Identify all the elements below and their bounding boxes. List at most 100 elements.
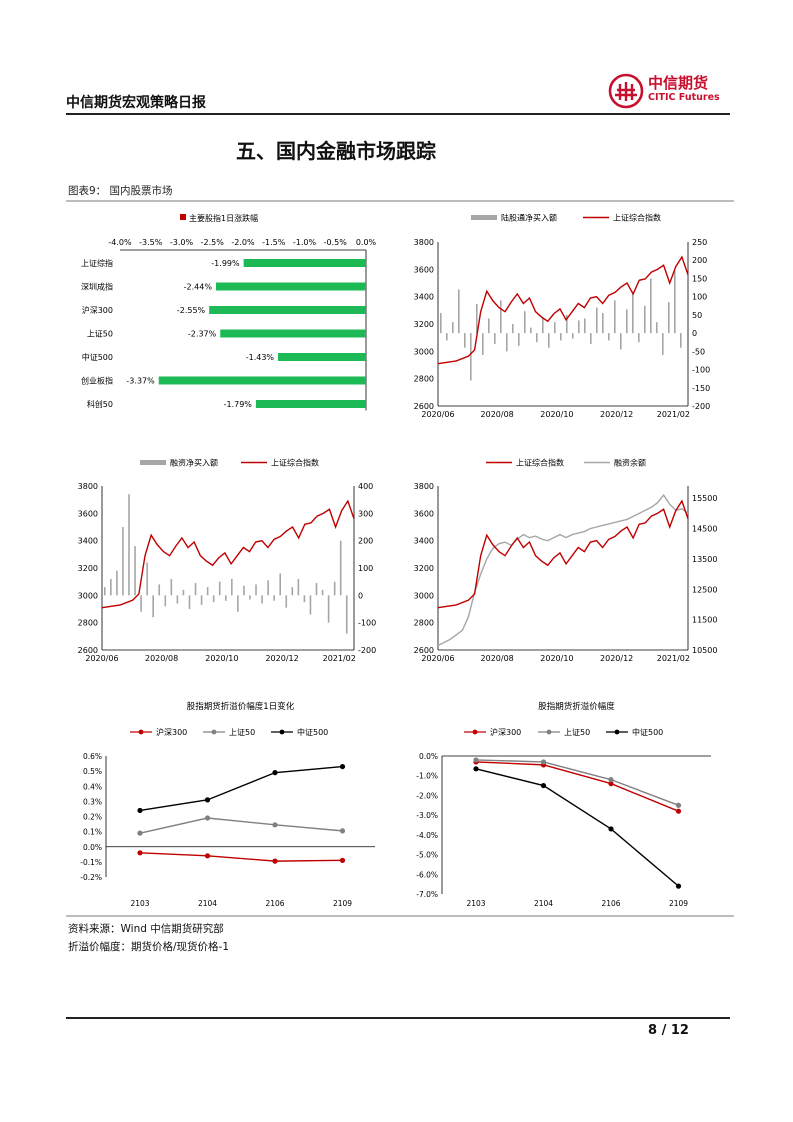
left-tick-label: 2600 (414, 646, 434, 655)
series-line (475, 761, 679, 812)
left-tick-label: 3400 (414, 293, 434, 302)
flow-bar (200, 595, 203, 605)
x-tick-label: -2.0% (231, 238, 255, 247)
flow-bar (122, 527, 124, 596)
flow-bar (614, 300, 616, 334)
right-tick-label: 200 (692, 256, 707, 265)
x-tick-label: -1.5% (262, 238, 286, 247)
right-tick-label: 100 (358, 564, 373, 573)
flow-bar (650, 278, 652, 334)
flow-bar (668, 302, 670, 334)
flow-bar (470, 333, 472, 381)
data-label: -2.55% (177, 306, 206, 315)
right-tick-label: -150 (692, 384, 710, 393)
y-tick-label: 0.2% (83, 813, 102, 822)
data-label: -1.43% (246, 353, 275, 362)
x-tick-label: 2104 (534, 899, 553, 908)
x-tick-label: 2020/12 (600, 654, 633, 663)
left-tick-label: 3400 (78, 537, 98, 546)
y-tick-label: 0.1% (83, 828, 102, 837)
y-tick-label: 0.4% (83, 782, 102, 791)
right-tick-label: 0 (692, 329, 697, 338)
left-tick-label: 2800 (78, 619, 98, 628)
flow-bar (584, 318, 586, 334)
legend-swatch (140, 460, 166, 465)
data-point (608, 826, 614, 832)
flow-bar (134, 546, 136, 596)
y-tick-label: 0.5% (83, 767, 102, 776)
legend-label: 沪深300 (490, 727, 521, 737)
flow-bar (644, 305, 646, 334)
flow-bar (608, 333, 610, 341)
data-point (137, 850, 143, 856)
data-point (204, 797, 211, 803)
citic-emblem-icon (608, 73, 644, 109)
bar (243, 259, 366, 267)
flow-bar (231, 578, 233, 596)
series-line (139, 817, 343, 834)
x-tick-label: 2020/08 (145, 654, 178, 663)
x-tick-label: -3.5% (139, 238, 163, 247)
figure-label: 图表9： 国内股票市场 (68, 185, 173, 197)
flow-bar (530, 327, 532, 334)
x-tick-label: 2020/10 (540, 654, 573, 663)
citic-logo: 中信期货 CITIC Futures (608, 70, 733, 112)
sh-index-line (437, 499, 689, 609)
flow-bar (674, 271, 676, 334)
category-label: 上证综指 (81, 258, 113, 268)
section-title: 五、国内金融市场跟踪 (236, 139, 436, 163)
logo-english: CITIC Futures (648, 92, 720, 103)
flow-bar (578, 320, 580, 334)
y-tick-label: -4.0% (416, 831, 438, 840)
chart-margin-net-buy: 3800 3600 3400 3200 3000 2800 2600 400 300 200 100… (78, 458, 377, 664)
category-label: 创业板指 (81, 376, 113, 386)
data-point (339, 857, 346, 863)
chart-stock-index-change: 主要股指1日涨跌幅-4.0% -3.5% -3.0% -2.5% -2.0% -1.5% -… (81, 213, 377, 411)
flow-bar (104, 587, 106, 596)
left-tick-label: 3400 (414, 537, 434, 546)
legend-swatch-change (180, 214, 186, 220)
bar (255, 400, 366, 408)
right-tick-label: 100 (692, 293, 707, 302)
legend-marker (614, 729, 620, 735)
chart-title: 股指期货折溢价幅度 (538, 701, 615, 712)
y-tick-label: 0.0% (83, 843, 102, 852)
legend-label: 中证500 (297, 727, 328, 737)
category-label: 科创50 (87, 399, 113, 409)
bar (278, 353, 366, 361)
flow-bar (656, 322, 658, 334)
flow-bar (566, 314, 568, 334)
flow-bar (662, 333, 664, 355)
y-tick-label: -3.0% (416, 811, 438, 820)
legend-label: 陆股通净买入额 (501, 213, 557, 223)
bar (215, 282, 366, 291)
flow-bar (518, 333, 520, 346)
legend-label: 上证50 (564, 728, 590, 737)
x-tick-label: 0.0% (356, 238, 377, 247)
y-tick-label: -6.0% (416, 870, 438, 879)
y-tick-label: -2.0% (416, 791, 438, 800)
flow-bar (488, 318, 490, 334)
right-tick-label: -100 (692, 366, 710, 375)
legend-label: 中证500 (632, 727, 663, 737)
left-tick-label: 2600 (78, 646, 98, 655)
flow-bar (303, 595, 306, 603)
flow-bar (452, 322, 454, 334)
flow-bar (548, 333, 550, 348)
flow-bar (176, 595, 179, 604)
x-tick-label: 2020/12 (265, 654, 298, 663)
chart-northbound-flow: 3800 3600 3400 3200 3000 2800 2600 250 200 150 100… (414, 213, 711, 420)
flow-bar (476, 303, 478, 334)
data-label: -2.44% (184, 283, 213, 292)
flow-bar (224, 595, 227, 601)
x-tick-label: 2020/06 (85, 654, 118, 663)
flow-bar (237, 595, 239, 612)
flow-bar (267, 580, 269, 596)
x-tick-label: 2021/02 (657, 410, 690, 419)
chart-margin-balance: 3800 3600 3400 3200 3000 2800 2600 15500 14500 13… (414, 458, 718, 664)
left-tick-label: 3200 (414, 320, 434, 329)
bar (220, 329, 366, 338)
page-number: 8 / 12 (648, 1023, 689, 1038)
data-point (272, 822, 278, 828)
